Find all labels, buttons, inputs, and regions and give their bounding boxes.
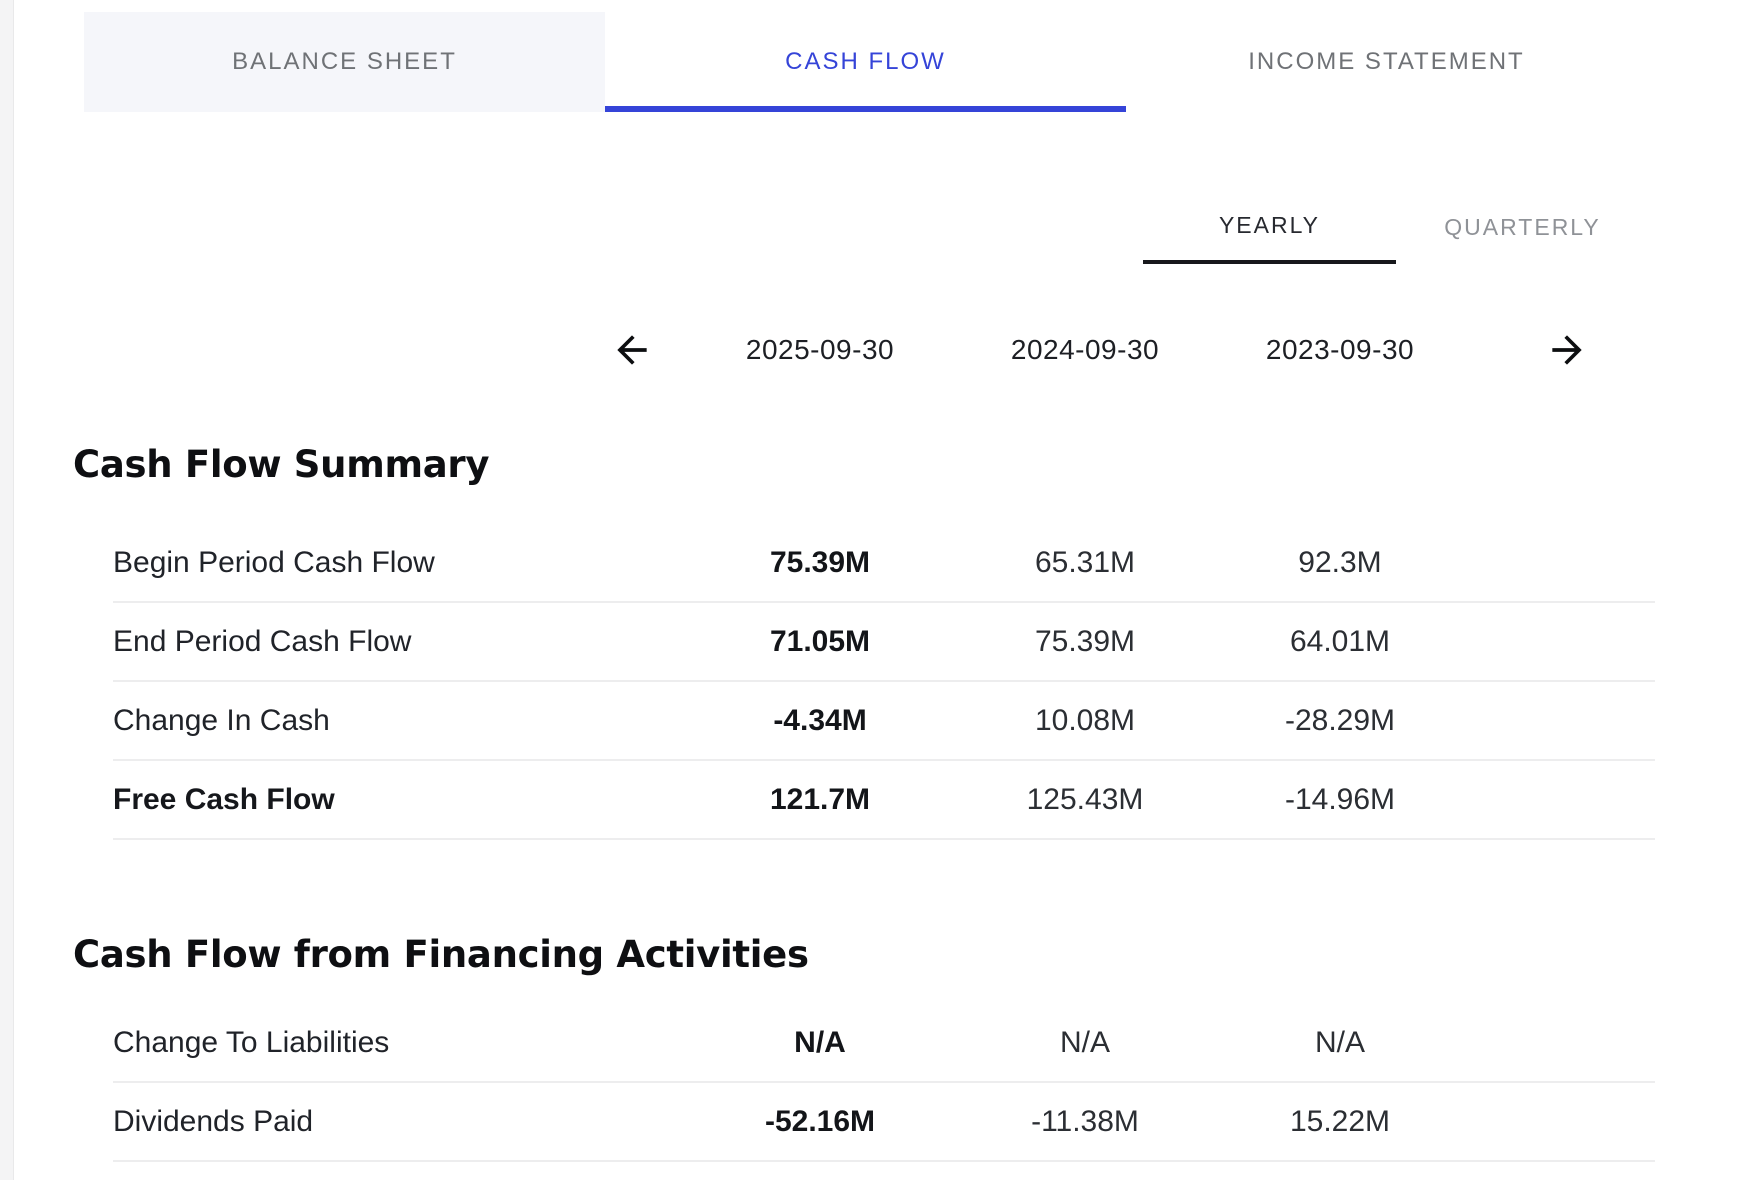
arrow-left-icon xyxy=(610,335,654,375)
row-value-2024: 75.39M xyxy=(1034,624,1136,658)
row-value-2025: N/A xyxy=(794,1025,846,1059)
period-toggle: YEARLY QUARTERLY xyxy=(1143,190,1649,264)
tab-balance-sheet-label: BALANCE SHEET xyxy=(232,48,457,75)
column-date-3: 2023-09-30 xyxy=(1265,334,1415,365)
row-value-2024: 125.43M xyxy=(1026,782,1144,816)
row-value-2025: -52.16M xyxy=(764,1104,876,1138)
row-value-2023: -14.96M xyxy=(1284,782,1396,816)
statement-tabs: BALANCE SHEET CASH FLOW INCOME STATEMENT xyxy=(84,12,1647,112)
row-value-2025: 75.39M xyxy=(769,545,871,579)
tab-balance-sheet[interactable]: BALANCE SHEET xyxy=(84,12,605,112)
tab-cash-flow[interactable]: CASH FLOW xyxy=(605,12,1126,112)
row-value-2024: -11.38M xyxy=(1031,1104,1139,1138)
previous-periods-button[interactable] xyxy=(610,328,654,372)
table-row: Change In Cash -4.34M 10.08M -28.29M xyxy=(113,682,1655,761)
next-periods-button[interactable] xyxy=(1545,328,1589,372)
row-value-2024: 10.08M xyxy=(1034,703,1136,737)
row-label: End Period Cash Flow xyxy=(113,624,412,658)
active-tab-underline xyxy=(605,106,1126,112)
row-label: Free Cash Flow xyxy=(113,782,335,816)
table-row: Free Cash Flow 121.7M 125.43M -14.96M xyxy=(113,761,1655,840)
financing-activities-table: Change To Liabilities N/A N/A N/A Divide… xyxy=(113,1004,1655,1162)
table-row: Dividends Paid -52.16M -11.38M 15.22M xyxy=(113,1083,1655,1162)
tab-income-statement[interactable]: INCOME STATEMENT xyxy=(1126,12,1647,112)
tab-income-statement-label: INCOME STATEMENT xyxy=(1248,48,1525,75)
row-value-2023: 64.01M xyxy=(1289,624,1391,658)
section-title-cash-flow-summary: Cash Flow Summary xyxy=(73,443,490,486)
row-value-2023: N/A xyxy=(1314,1025,1365,1059)
toggle-yearly[interactable]: YEARLY xyxy=(1143,190,1396,264)
arrow-right-icon xyxy=(1545,335,1589,375)
section-title-financing-activities: Cash Flow from Financing Activities xyxy=(73,933,809,976)
column-date-2: 2024-09-30 xyxy=(1010,334,1160,365)
tab-cash-flow-label: CASH FLOW xyxy=(785,48,946,75)
column-date-1: 2025-09-30 xyxy=(745,334,895,365)
table-row: Begin Period Cash Flow 75.39M 65.31M 92.… xyxy=(113,524,1655,603)
cash-flow-summary-table: Begin Period Cash Flow 75.39M 65.31M 92.… xyxy=(113,524,1655,840)
row-label: Change To Liabilities xyxy=(113,1025,390,1059)
table-row: Change To Liabilities N/A N/A N/A xyxy=(113,1004,1655,1083)
toggle-quarterly[interactable]: QUARTERLY xyxy=(1444,213,1601,240)
row-label: Dividends Paid xyxy=(113,1104,314,1138)
row-value-2025: 121.7M xyxy=(769,782,871,816)
page-edge-stripe xyxy=(0,0,14,1180)
table-row: End Period Cash Flow 71.05M 75.39M 64.01… xyxy=(113,603,1655,682)
row-label: Change In Cash xyxy=(113,703,330,737)
row-value-2024: 65.31M xyxy=(1034,545,1136,579)
row-value-2023: -28.29M xyxy=(1284,703,1396,737)
row-value-2024: N/A xyxy=(1059,1025,1110,1059)
row-value-2025: -4.34M xyxy=(773,703,867,737)
row-label: Begin Period Cash Flow xyxy=(113,545,435,579)
date-column-header: 2025-09-30 2024-09-30 2023-09-30 xyxy=(0,322,1760,378)
row-value-2023: 15.22M xyxy=(1289,1104,1391,1138)
row-value-2025: 71.05M xyxy=(769,624,871,658)
row-value-2023: 92.3M xyxy=(1298,545,1382,579)
